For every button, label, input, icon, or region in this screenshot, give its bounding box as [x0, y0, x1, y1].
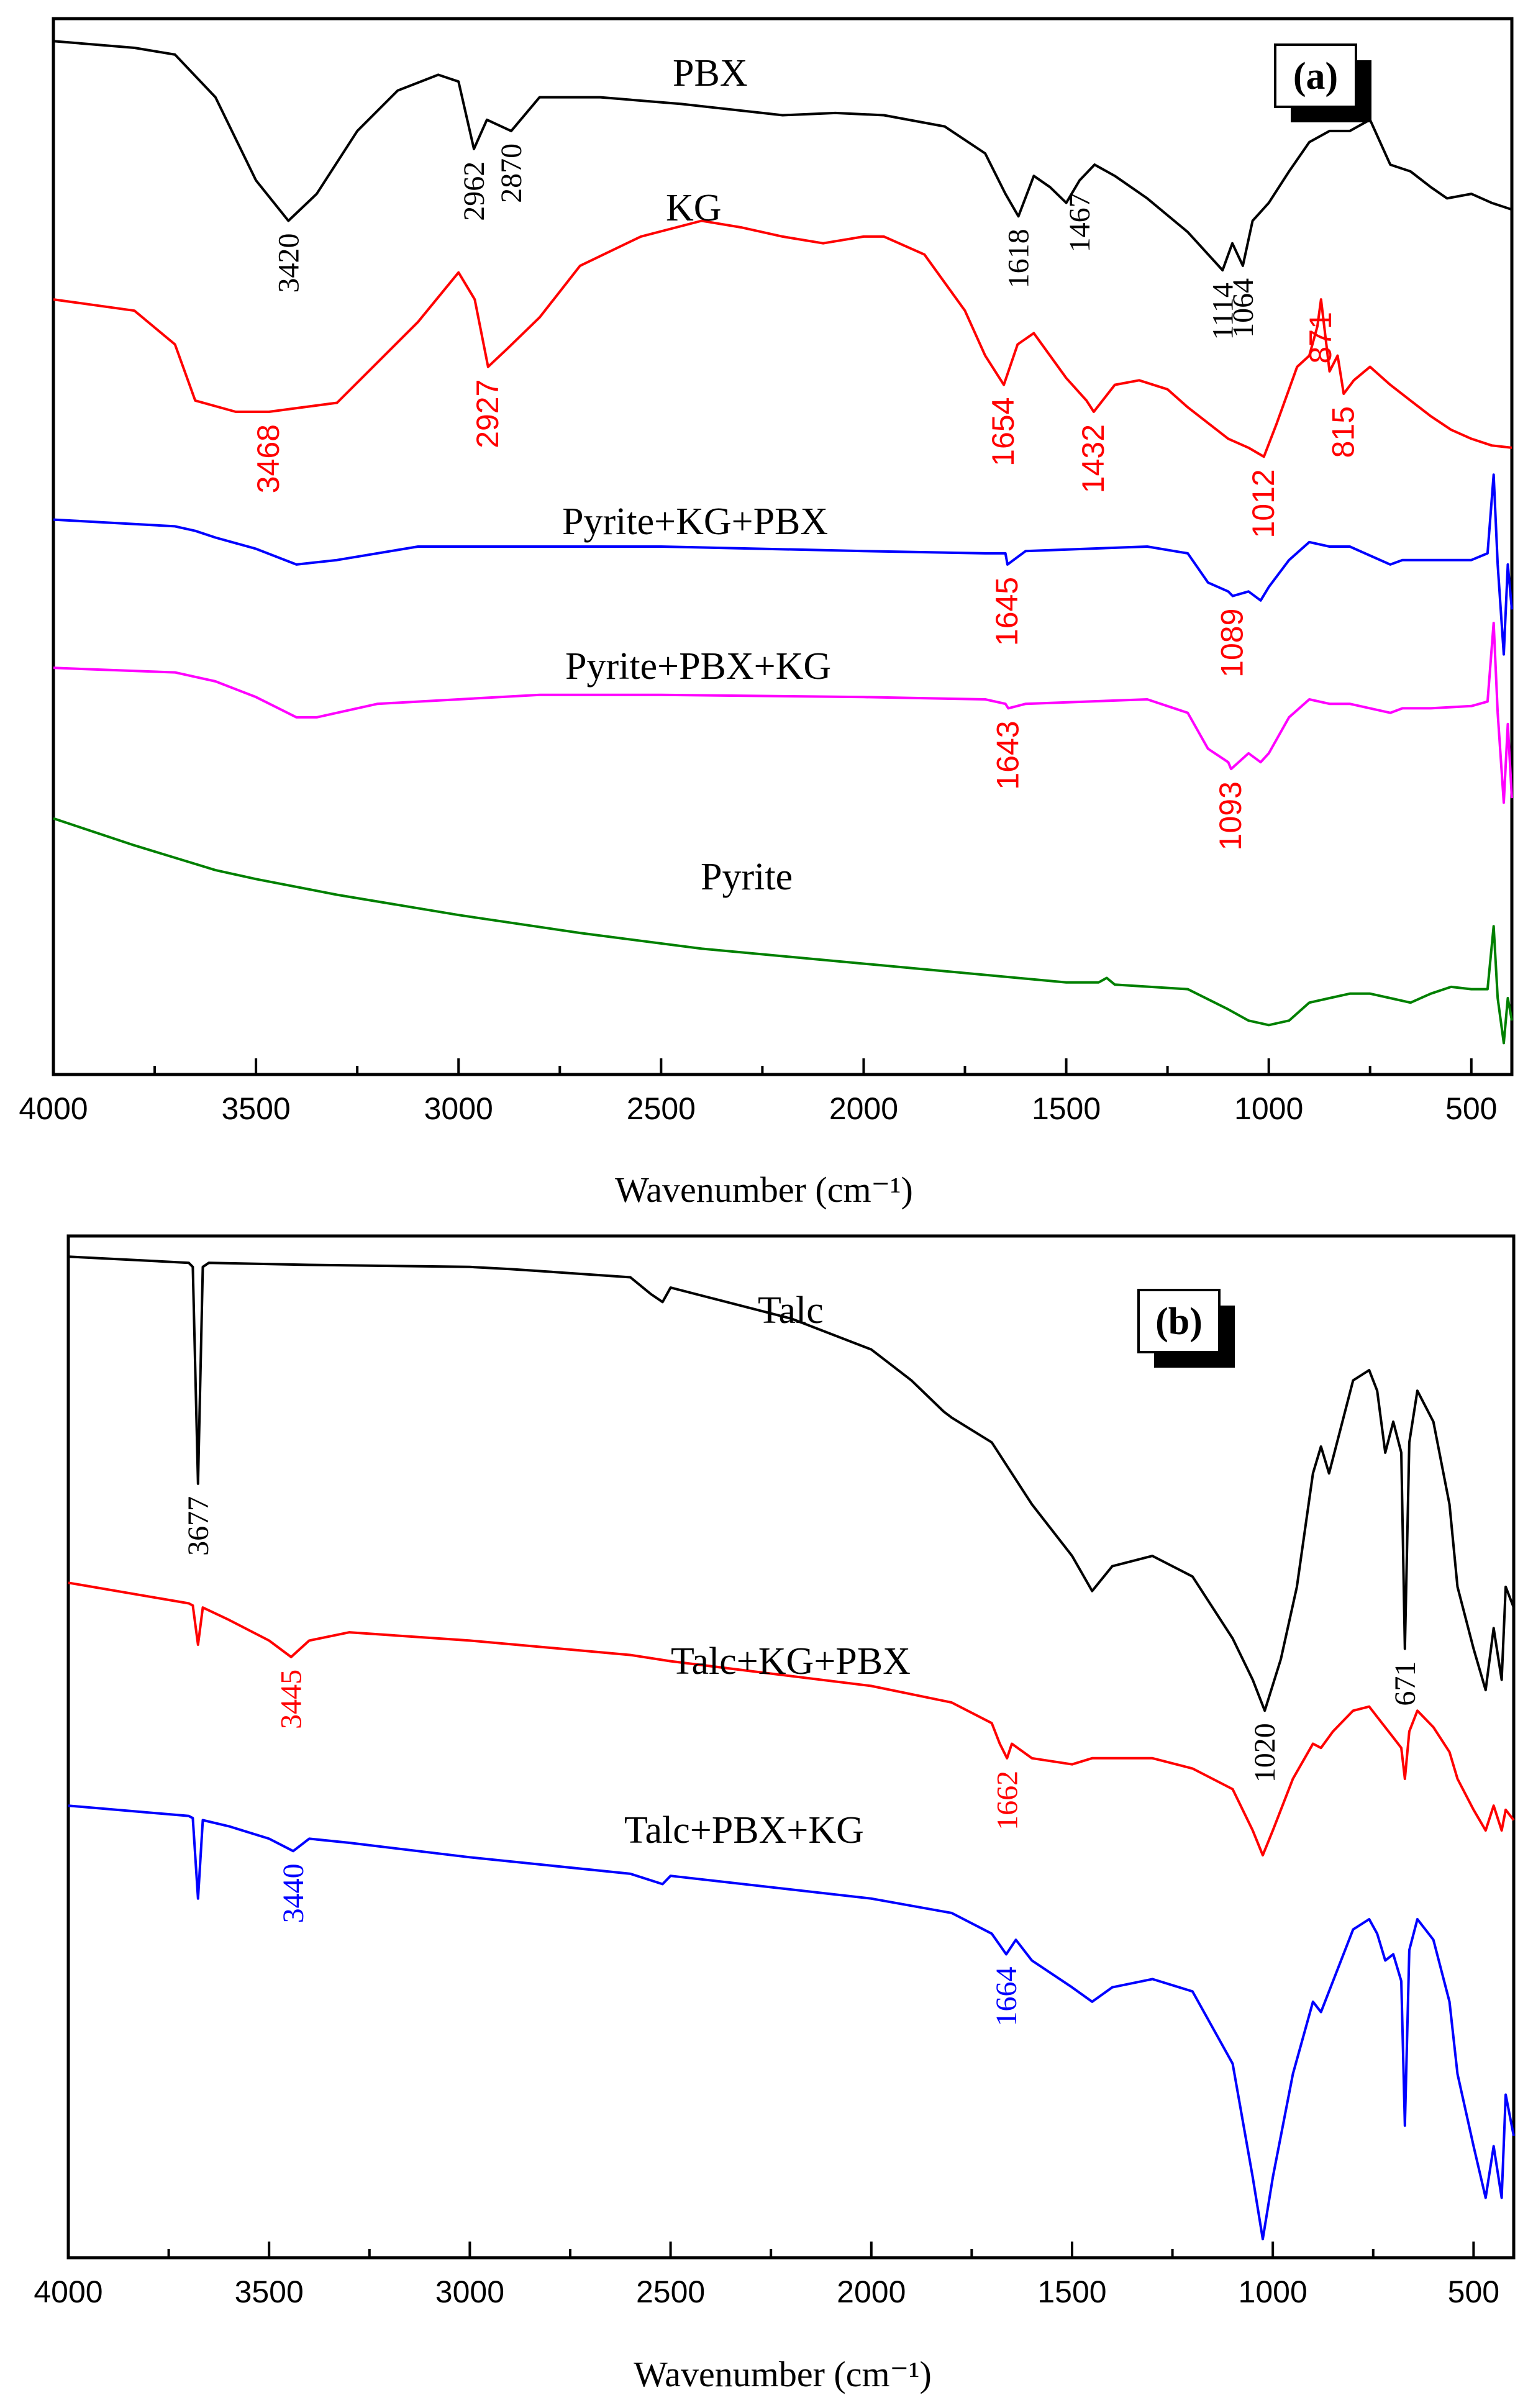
panel-b-frame — [66, 1234, 1516, 2260]
panel-a-tag: (a) — [1274, 43, 1371, 122]
peak-label-kg-3468: 3468 — [251, 424, 286, 493]
panel-a-x-tick-label-1500: 1500 — [1032, 1091, 1101, 1126]
panel-a-series — [53, 40, 1513, 1045]
panel-b: 4000 3500 3000 2500 2000 1500 1000 500 Talc Tal… — [34, 1234, 1516, 2394]
panel-b-x-tick-label-2500: 2500 — [636, 2274, 705, 2309]
series-label-talc-kg-pbx: Talc+KG+PBX — [671, 1640, 911, 1683]
peak-label-kg-1432: 1432 — [1076, 424, 1111, 493]
peak-label-pyrite-pbx-kg-1093: 1093 — [1213, 781, 1248, 850]
panel-b-tag-box — [1137, 1289, 1221, 1353]
peak-label-pbx-2962: 2962 — [458, 161, 491, 221]
peak-label-kg-815: 815 — [1326, 406, 1360, 458]
panel-b-x-tick-label-4000: 4000 — [34, 2274, 102, 2309]
panel-a-x-tick-label-500: 500 — [1445, 1091, 1497, 1126]
series-kg — [53, 219, 1512, 458]
panel-a-tag-label: (a) — [1293, 55, 1338, 98]
panel-a-x-tick-label-4000: 4000 — [19, 1091, 88, 1126]
panel-b-tag-label: (b) — [1155, 1301, 1203, 1343]
series-label-pbx: PBX — [673, 52, 748, 94]
panel-b-series-labels: Talc Talc+KG+PBX Talc+PBX+KG — [624, 1289, 911, 1851]
peak-label-talc-kg-pbx-3445: 3445 — [275, 1670, 308, 1729]
panel-b-series — [68, 1255, 1515, 2241]
panel-a: 4000 3500 3000 2500 2000 1500 1000 500 PBX KG P… — [19, 17, 1514, 1210]
panel-a-x-tick-label-3500: 3500 — [221, 1091, 290, 1126]
panel-b-tag: (b) — [1137, 1289, 1235, 1368]
panel-a-x-tick-label-2000: 2000 — [829, 1091, 898, 1126]
panel-b-x-tick-label-500: 500 — [1448, 2274, 1499, 2309]
panel-a-ticks: 4000 3500 3000 2500 2000 1500 1000 500 — [19, 1058, 1497, 1126]
peak-label-talc-kg-pbx-1662: 1662 — [991, 1771, 1024, 1830]
panel-a-xlabel: Wavenumber (cm⁻¹) — [615, 1170, 913, 1210]
panel-a-x-tick-label-2500: 2500 — [627, 1091, 696, 1126]
peak-label-pbx-1114: 1114 — [1206, 283, 1239, 340]
series-label-pyrite-kg-pbx: Pyrite+KG+PBX — [562, 501, 828, 543]
peak-label-pbx-3420: 3420 — [272, 234, 305, 293]
series-label-talc: Talc — [758, 1289, 824, 1332]
panel-a-frame — [52, 17, 1514, 1076]
panel-b-xlabel: Wavenumber (cm⁻¹) — [634, 2354, 932, 2394]
peak-label-pbx-1467: 1467 — [1063, 193, 1096, 252]
peak-label-talc-pbx-kg-1664: 1664 — [990, 1967, 1023, 2027]
peak-label-kg-1012: 1012 — [1246, 469, 1281, 538]
series-label-kg: KG — [666, 187, 722, 229]
series-pyrite — [53, 817, 1513, 1045]
panel-b-x-tick-label-1000: 1000 — [1239, 2274, 1307, 2309]
peak-label-kg-871: 871 — [1303, 312, 1338, 363]
panel-b-ticks: 4000 3500 3000 2500 2000 1500 1000 500 — [34, 2242, 1499, 2309]
series-talc-kg-pbx — [68, 1581, 1515, 1856]
panel-b-peak-labels: 3677 1020 671 3445 1662 3440 1664 — [182, 1496, 1422, 2027]
peak-label-pyrite-kg-pbx-1645: 1645 — [989, 577, 1024, 646]
panel-a-tag-box — [1274, 43, 1357, 108]
series-label-pyrite: Pyrite — [701, 856, 793, 898]
series-talc-pbx-kg — [68, 1804, 1515, 2241]
peak-label-talc-pbx-kg-3440: 3440 — [277, 1863, 310, 1923]
peak-label-talc-3677: 3677 — [182, 1496, 215, 1556]
peak-label-pbx-2870: 2870 — [495, 143, 528, 203]
series-label-pyrite-pbx-kg: Pyrite+PBX+KG — [565, 645, 831, 688]
peak-label-talc-671: 671 — [1389, 1661, 1422, 1706]
panel-b-x-tick-label-2000: 2000 — [837, 2274, 906, 2309]
peak-label-pbx-1064: 1064 — [1227, 278, 1260, 338]
peak-label-pbx-1618: 1618 — [1003, 229, 1035, 288]
peak-label-pyrite-kg-pbx-1089: 1089 — [1215, 609, 1250, 678]
series-talc — [68, 1255, 1515, 1712]
series-pyrite-pbx-kg — [53, 622, 1513, 804]
series-label-talc-pbx-kg: Talc+PBX+KG — [624, 1809, 864, 1851]
peak-label-kg-2927: 2927 — [470, 379, 505, 448]
peak-label-pyrite-pbx-kg-1643: 1643 — [990, 720, 1025, 789]
series-pbx — [53, 40, 1512, 272]
peak-label-kg-1654: 1654 — [986, 398, 1021, 466]
panel-b-x-tick-label-1500: 1500 — [1037, 2274, 1106, 2309]
panel-b-x-tick-label-3500: 3500 — [235, 2274, 304, 2309]
panel-a-x-tick-label-3000: 3000 — [424, 1091, 493, 1126]
panel-a-series-labels: PBX KG Pyrite+KG+PBX Pyrite+PBX+KG Pyrit… — [562, 52, 831, 898]
peak-label-talc-1020: 1020 — [1248, 1723, 1281, 1783]
panel-a-x-tick-label-1000: 1000 — [1234, 1091, 1303, 1126]
panel-b-x-tick-label-3000: 3000 — [435, 2274, 504, 2309]
series-pyrite-kg-pbx — [53, 473, 1513, 656]
